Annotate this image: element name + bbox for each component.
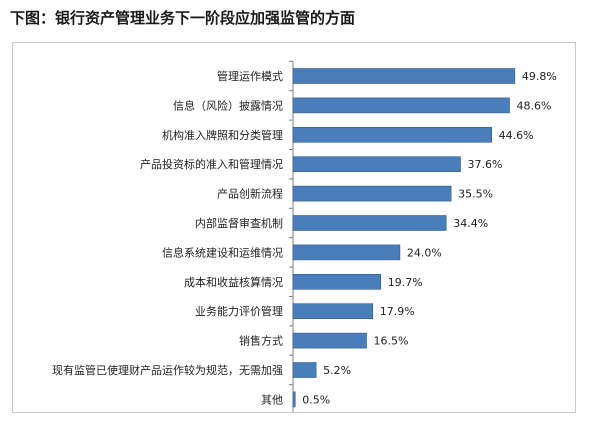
- bar: [292, 303, 374, 320]
- category-label: 信息系统建设和运维情况: [162, 245, 283, 259]
- bar-chart: 管理运作模式 49.8% 信息（风险）披露情况 48.6% 机构准入牌照和分类管理 44.…: [52, 60, 557, 412]
- bar: [292, 68, 516, 84]
- value-label: 5.2%: [323, 364, 351, 377]
- category-label: 成本和收益核算情况: [184, 275, 283, 289]
- category-label: 内部监督审查机制: [195, 216, 283, 230]
- bar: [292, 127, 492, 143]
- chart-frame: 管理运作模式 49.8% 信息（风险）披露情况 48.6% 机构准入牌照和分类管理 44.…: [12, 42, 576, 413]
- value-label: 0.5%: [302, 393, 330, 406]
- bar: [292, 332, 367, 349]
- category-label: 机构准入牌照和分类管理: [162, 128, 283, 142]
- category-label: 产品创新流程: [217, 187, 283, 201]
- value-label: 37.6%: [467, 158, 502, 171]
- bar: [292, 244, 401, 261]
- value-label: 24.0%: [407, 246, 442, 259]
- value-label: 34.4%: [453, 217, 488, 230]
- value-label: 49.8%: [522, 70, 557, 83]
- value-label: 35.5%: [458, 188, 493, 201]
- category-label: 产品投资标的准入和管理情况: [140, 157, 283, 171]
- category-label: 业务能力评价管理: [195, 304, 283, 318]
- category-label: 信息（风险）披露情况: [173, 98, 283, 112]
- category-label: 销售方式: [239, 334, 283, 348]
- category-label: 现有监管已使理财产品运作较为规范，无需加强: [52, 363, 283, 377]
- bar: [292, 215, 447, 231]
- bar: [292, 97, 510, 114]
- category-label: 其他: [261, 393, 283, 406]
- category-label: 管理运作模式: [217, 69, 283, 83]
- value-label: 16.5%: [374, 335, 409, 348]
- value-label: 17.9%: [380, 305, 415, 318]
- bar: [292, 156, 461, 172]
- bar: [292, 362, 317, 378]
- page-title: 下图：银行资产管理业务下一阶段应加强监管的方面: [10, 9, 356, 27]
- value-label: 44.6%: [499, 129, 534, 142]
- bar: [292, 391, 296, 408]
- bar: [292, 185, 452, 202]
- bar: [292, 274, 382, 290]
- value-label: 48.6%: [516, 99, 551, 112]
- value-label: 19.7%: [388, 276, 423, 289]
